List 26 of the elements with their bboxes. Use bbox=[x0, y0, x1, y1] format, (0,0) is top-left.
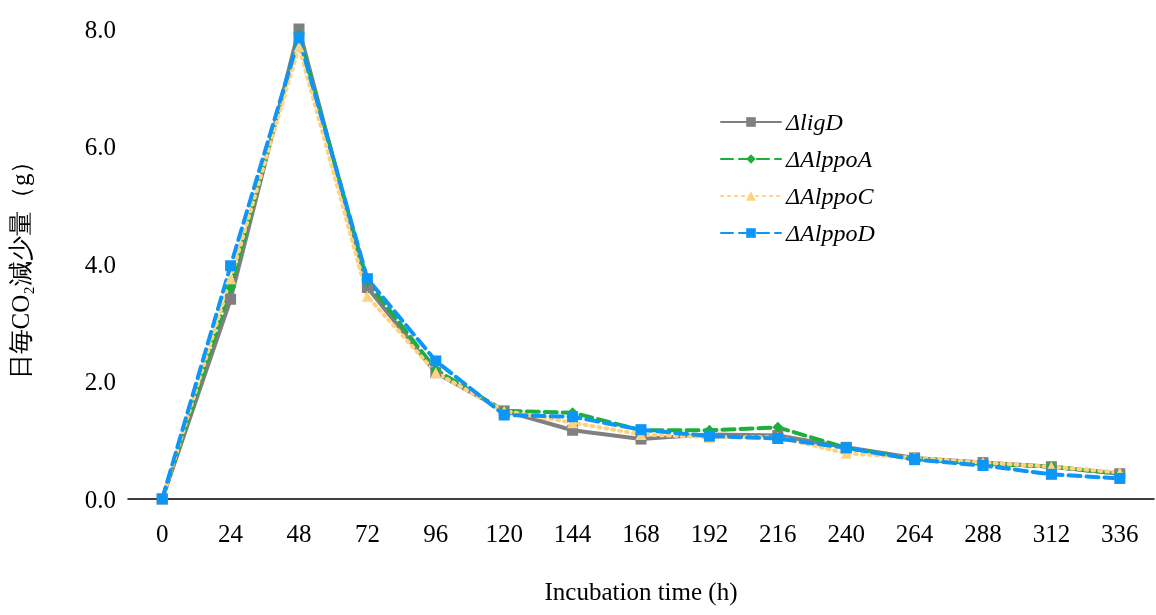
y-tick-label: 0.0 bbox=[84, 485, 116, 513]
x-tick-label: 240 bbox=[827, 520, 865, 547]
x-tick-label: 144 bbox=[553, 520, 592, 547]
x-tick-label: 96 bbox=[423, 520, 449, 547]
x-axis-title: Incubation time (h) bbox=[544, 578, 738, 606]
legend-label: ΔligD bbox=[785, 109, 843, 135]
x-tick-label: 288 bbox=[964, 520, 1002, 547]
legend-label: ΔAlppoC bbox=[785, 183, 875, 209]
y-tick-label: 6.0 bbox=[84, 133, 116, 160]
x-tick-label: 216 bbox=[759, 520, 797, 547]
legend-label: ΔAlppoA bbox=[785, 146, 873, 172]
y-tick-label: 8.0 bbox=[84, 15, 116, 43]
y-axis-title: 日毎CO₂減少量（g） bbox=[7, 148, 34, 380]
legend-label: ΔAlppoD bbox=[785, 220, 875, 246]
x-tick-label: 168 bbox=[622, 520, 660, 547]
x-tick-label: 336 bbox=[1101, 520, 1139, 547]
x-tick-label: 24 bbox=[218, 520, 244, 547]
x-tick-label: 312 bbox=[1032, 520, 1071, 547]
x-tick-label: 264 bbox=[895, 520, 934, 547]
x-tick-label: 192 bbox=[690, 520, 729, 547]
x-tick-label: 48 bbox=[286, 520, 312, 547]
y-tick-label: 4.0 bbox=[84, 250, 116, 278]
x-tick-label: 0 bbox=[155, 520, 169, 547]
y-tick-label: 2.0 bbox=[84, 368, 116, 395]
x-tick-label: 120 bbox=[485, 520, 523, 547]
x-tick-label: 72 bbox=[354, 520, 380, 547]
